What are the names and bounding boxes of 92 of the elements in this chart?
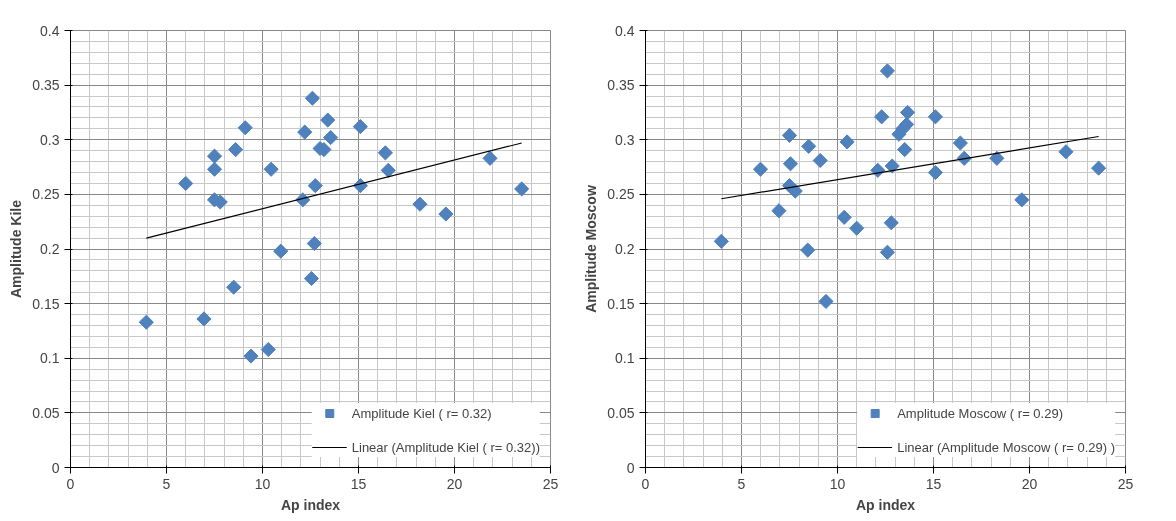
point <box>320 112 336 128</box>
y-tick-label: 0.4 <box>615 22 635 39</box>
point <box>228 142 244 158</box>
x-tick-label: 25 <box>542 475 559 492</box>
point <box>307 178 323 194</box>
point <box>482 150 498 166</box>
point <box>263 161 279 177</box>
point <box>206 161 223 177</box>
point <box>952 135 968 151</box>
point <box>800 242 816 258</box>
point <box>927 164 943 181</box>
point <box>752 161 769 177</box>
point <box>713 233 729 249</box>
x-tick-label: 20 <box>1021 475 1038 492</box>
x-tick-label: 25 <box>1117 475 1134 492</box>
y-tick-label: 0 <box>51 459 60 476</box>
point <box>304 90 320 106</box>
point <box>897 142 913 158</box>
point <box>243 348 259 364</box>
point <box>884 158 900 174</box>
y-axis-title: Amplitude Kile <box>8 199 25 298</box>
x-axis-title: Ap index <box>280 496 341 513</box>
point <box>352 119 368 135</box>
point <box>196 311 212 327</box>
point <box>323 129 339 146</box>
point <box>818 293 834 310</box>
point <box>879 63 895 79</box>
point <box>438 206 454 222</box>
point <box>1014 192 1030 208</box>
point <box>879 244 895 260</box>
point <box>303 270 320 287</box>
y-tick-label: 0.3 <box>615 131 635 148</box>
point <box>1091 160 1107 176</box>
point <box>812 152 828 169</box>
y-tick-label: 0.05 <box>607 404 635 421</box>
y-tick-label: 0 <box>626 459 635 476</box>
legend-label: Amplitude Moscow ( r= 0.29) <box>897 405 1063 421</box>
y-tick-label: 0.2 <box>40 241 60 257</box>
point <box>206 148 223 164</box>
point <box>138 314 154 330</box>
point <box>782 156 799 172</box>
point <box>1058 144 1074 160</box>
legend-label: Linear (Amplitude Moscow ( r= 0.29) ) <box>897 439 1115 455</box>
point <box>899 116 915 133</box>
x-tick-label: 20 <box>446 475 463 492</box>
y-tick-label: 0.4 <box>40 22 60 39</box>
x-tick-label: 10 <box>254 475 271 492</box>
point <box>771 203 787 219</box>
point <box>273 243 289 259</box>
point <box>900 104 916 121</box>
y-tick-label: 0.35 <box>32 77 60 94</box>
point <box>801 138 817 154</box>
point <box>927 109 943 125</box>
y-tick-label: 0.25 <box>32 186 60 203</box>
point <box>989 150 1005 166</box>
x-tick-label: 5 <box>737 475 746 492</box>
x-tick-label: 10 <box>829 475 846 492</box>
point <box>514 181 530 197</box>
point <box>260 341 276 358</box>
point <box>226 279 242 295</box>
point <box>839 134 855 150</box>
point <box>787 183 803 199</box>
point <box>883 215 899 231</box>
y-tick-label: 0.15 <box>607 295 635 312</box>
point <box>874 109 890 125</box>
legend-label: Amplitude Kiel ( r= 0.32) <box>351 405 492 421</box>
y-tick-label: 0.3 <box>40 131 60 148</box>
y-tick-label: 0.1 <box>40 350 60 367</box>
y-tick-label: 0.25 <box>607 186 635 203</box>
point <box>178 175 194 192</box>
x-axis-title: Ap index <box>855 496 916 513</box>
y-tick-label: 0.2 <box>615 241 635 257</box>
point <box>380 162 396 178</box>
point <box>297 124 313 140</box>
point <box>377 145 393 161</box>
y-axis-title: Amplitude Moscow <box>583 185 600 313</box>
x-tick-label: 15 <box>925 475 942 492</box>
point <box>412 196 428 212</box>
legend-label: Linear (Amplitude Kiel ( r= 0.32)) <box>351 439 540 455</box>
point <box>237 120 253 136</box>
x-tick-label: 0 <box>641 475 650 492</box>
x-tick-label: 0 <box>66 475 75 492</box>
point <box>306 235 322 252</box>
point <box>836 209 852 225</box>
x-tick-label: 5 <box>162 475 171 492</box>
point <box>781 127 798 143</box>
point <box>849 220 865 236</box>
y-tick-label: 0.1 <box>615 350 635 367</box>
y-tick-label: 0.05 <box>32 404 60 421</box>
x-tick-label: 15 <box>350 475 367 492</box>
y-tick-label: 0.35 <box>607 77 635 94</box>
y-tick-label: 0.15 <box>32 295 60 312</box>
